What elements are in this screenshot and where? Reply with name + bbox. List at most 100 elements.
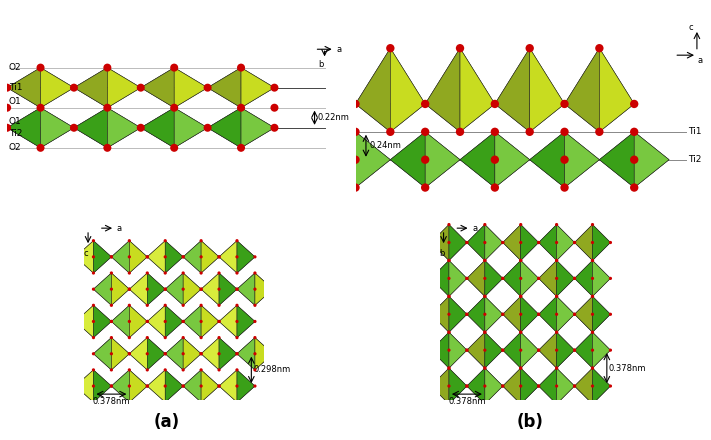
Polygon shape [574,296,592,332]
Circle shape [181,320,185,323]
Polygon shape [183,273,201,305]
Polygon shape [147,241,183,257]
Circle shape [591,241,594,244]
Circle shape [200,400,203,404]
Circle shape [560,100,569,108]
Circle shape [465,385,469,388]
Circle shape [181,368,185,371]
Circle shape [591,348,594,352]
Circle shape [218,368,220,371]
Polygon shape [485,332,503,368]
Circle shape [525,128,534,136]
Polygon shape [520,224,539,260]
Circle shape [128,288,131,291]
Circle shape [3,104,11,112]
Circle shape [501,277,504,280]
Polygon shape [467,368,485,404]
Polygon shape [75,305,112,322]
Circle shape [609,385,612,388]
Polygon shape [75,241,112,257]
Circle shape [181,352,185,356]
Circle shape [74,385,77,388]
Circle shape [483,313,486,316]
Circle shape [92,239,95,242]
Polygon shape [503,314,539,332]
Circle shape [146,255,149,258]
Circle shape [200,255,203,258]
Circle shape [181,271,185,275]
Circle shape [447,367,451,370]
Polygon shape [574,260,611,279]
Circle shape [595,128,604,136]
Circle shape [519,402,523,406]
Circle shape [181,320,185,323]
Polygon shape [503,368,520,404]
Circle shape [253,336,257,339]
Polygon shape [74,128,141,148]
Circle shape [591,367,594,370]
Polygon shape [485,368,503,404]
Circle shape [128,352,131,356]
Polygon shape [574,260,592,296]
Polygon shape [390,160,460,187]
Circle shape [109,352,113,356]
Polygon shape [503,350,539,368]
Polygon shape [539,314,574,332]
Circle shape [591,295,594,298]
Polygon shape [75,257,112,273]
Circle shape [483,295,486,298]
Polygon shape [183,370,201,402]
Circle shape [109,385,113,388]
Polygon shape [574,332,592,368]
Polygon shape [93,370,112,402]
Polygon shape [183,257,219,273]
Polygon shape [147,386,183,402]
Circle shape [181,385,185,388]
Circle shape [421,100,429,108]
Circle shape [537,385,540,388]
Polygon shape [141,68,174,108]
Text: O1: O1 [9,117,21,126]
Polygon shape [93,273,112,305]
Circle shape [92,288,95,291]
Polygon shape [356,104,425,132]
Polygon shape [112,386,147,402]
Circle shape [218,385,220,388]
Polygon shape [165,337,183,370]
Polygon shape [75,241,93,273]
Polygon shape [574,279,611,296]
Text: a: a [117,224,122,233]
Polygon shape [356,48,390,132]
Circle shape [560,128,569,136]
Circle shape [573,313,576,316]
Polygon shape [503,224,520,260]
Circle shape [501,385,504,388]
Circle shape [164,271,167,275]
Circle shape [128,239,131,242]
Polygon shape [237,273,273,289]
Circle shape [483,330,486,334]
Polygon shape [93,337,112,370]
Polygon shape [557,260,574,296]
Polygon shape [503,296,539,314]
Circle shape [456,44,464,52]
Polygon shape [129,241,147,273]
Circle shape [181,288,185,291]
Polygon shape [112,241,129,273]
Polygon shape [237,337,273,354]
Circle shape [555,330,558,334]
Polygon shape [74,68,107,108]
Polygon shape [467,332,503,350]
Circle shape [447,330,451,334]
Circle shape [447,330,451,334]
Circle shape [537,241,540,244]
Circle shape [429,348,432,352]
Circle shape [109,255,113,258]
Circle shape [465,348,469,352]
Circle shape [483,277,486,280]
Circle shape [555,367,558,370]
Polygon shape [539,296,557,332]
Circle shape [235,336,239,339]
Circle shape [235,352,239,356]
Polygon shape [574,296,611,314]
